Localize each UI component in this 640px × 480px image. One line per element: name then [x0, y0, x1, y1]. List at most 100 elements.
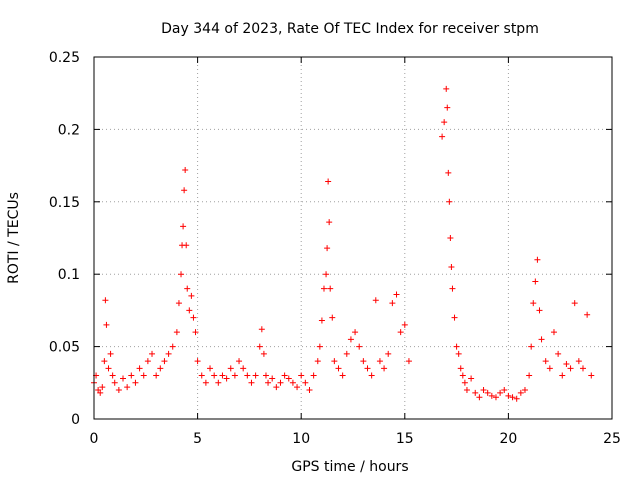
- data-point: [281, 372, 288, 379]
- data-point: [457, 365, 464, 372]
- data-point: [173, 329, 180, 336]
- data-point: [102, 297, 109, 304]
- data-point: [252, 372, 259, 379]
- y-tick-label: 0.2: [58, 122, 80, 138]
- y-tick-label: 0.05: [49, 340, 80, 356]
- x-tick-label: 25: [603, 431, 621, 447]
- data-point: [99, 384, 106, 391]
- data-point: [273, 384, 280, 391]
- data-point: [136, 365, 143, 372]
- data-point: [186, 307, 193, 314]
- data-point: [439, 133, 446, 140]
- data-point: [559, 372, 566, 379]
- data-point: [532, 278, 539, 285]
- y-tick-label: 0.25: [49, 50, 80, 66]
- data-point: [364, 365, 371, 372]
- data-point: [302, 379, 309, 386]
- x-tick-label: 15: [396, 431, 414, 447]
- data-point: [128, 372, 135, 379]
- data-point: [461, 379, 468, 386]
- data-point: [324, 245, 331, 252]
- data-point: [314, 358, 321, 365]
- y-tick-label: 0.15: [49, 195, 80, 211]
- data-point: [211, 372, 218, 379]
- plot-frame: [93, 56, 613, 420]
- data-point: [198, 372, 205, 379]
- data-point: [492, 394, 499, 401]
- data-point: [124, 384, 131, 391]
- data-point: [219, 372, 226, 379]
- data-point: [567, 365, 574, 372]
- data-point: [571, 300, 578, 307]
- data-point: [194, 358, 201, 365]
- data-point: [356, 343, 363, 350]
- data-point: [323, 271, 330, 278]
- data-point: [459, 372, 466, 379]
- data-point: [248, 379, 255, 386]
- data-point: [265, 379, 272, 386]
- data-point: [376, 358, 383, 365]
- data-point: [175, 300, 182, 307]
- data-point: [441, 119, 448, 126]
- data-point: [192, 329, 199, 336]
- data-point: [207, 365, 214, 372]
- data-point: [260, 350, 267, 357]
- data-point: [509, 394, 516, 401]
- data-point: [550, 329, 557, 336]
- data-point: [505, 392, 512, 399]
- data-point: [320, 285, 327, 292]
- data-point: [443, 85, 450, 92]
- chart-title: Day 344 of 2023, Rate Of TEC Index for r…: [161, 21, 539, 37]
- data-point: [463, 387, 470, 394]
- data-point: [165, 350, 172, 357]
- data-point: [111, 379, 118, 386]
- data-point: [277, 379, 284, 386]
- data-point: [262, 372, 269, 379]
- data-point: [480, 387, 487, 394]
- data-point: [236, 358, 243, 365]
- data-point: [501, 387, 508, 394]
- data-point: [169, 343, 176, 350]
- x-tick-label: 10: [292, 431, 310, 447]
- data-point: [393, 291, 400, 298]
- data-point: [223, 375, 230, 382]
- data-point: [335, 365, 342, 372]
- x-tick-label: 5: [193, 431, 202, 447]
- data-point: [103, 321, 110, 328]
- data-point: [584, 311, 591, 318]
- data-point: [244, 372, 251, 379]
- data-point: [447, 235, 454, 241]
- data-point: [368, 372, 375, 379]
- data-point: [484, 389, 491, 396]
- data-point: [180, 223, 187, 230]
- x-tick-label: 20: [499, 431, 517, 447]
- data-point: [372, 297, 379, 304]
- data-point: [310, 372, 317, 379]
- data-point: [329, 314, 336, 321]
- y-tick-label: 0: [71, 412, 80, 428]
- x-axis-label: GPS time / hours: [291, 459, 408, 475]
- data-point: [534, 256, 541, 263]
- data-point: [343, 350, 350, 357]
- data-point: [588, 372, 595, 379]
- data-point: [306, 387, 313, 394]
- data-point: [563, 360, 570, 367]
- data-point: [140, 372, 147, 379]
- data-point: [538, 336, 545, 343]
- data-point: [389, 300, 396, 307]
- data-point: [347, 336, 354, 343]
- data-point: [339, 372, 346, 379]
- data-point: [153, 372, 160, 379]
- data-point: [227, 365, 234, 372]
- data-point: [105, 365, 112, 372]
- data-point: [316, 343, 323, 350]
- data-point: [285, 375, 292, 382]
- data-point: [517, 389, 524, 396]
- data-point: [497, 389, 504, 396]
- grid-lines: [94, 57, 612, 419]
- data-point: [327, 285, 334, 292]
- data-point: [455, 350, 462, 357]
- data-point: [181, 187, 188, 194]
- data-point: [294, 384, 301, 391]
- data-point: [579, 365, 586, 372]
